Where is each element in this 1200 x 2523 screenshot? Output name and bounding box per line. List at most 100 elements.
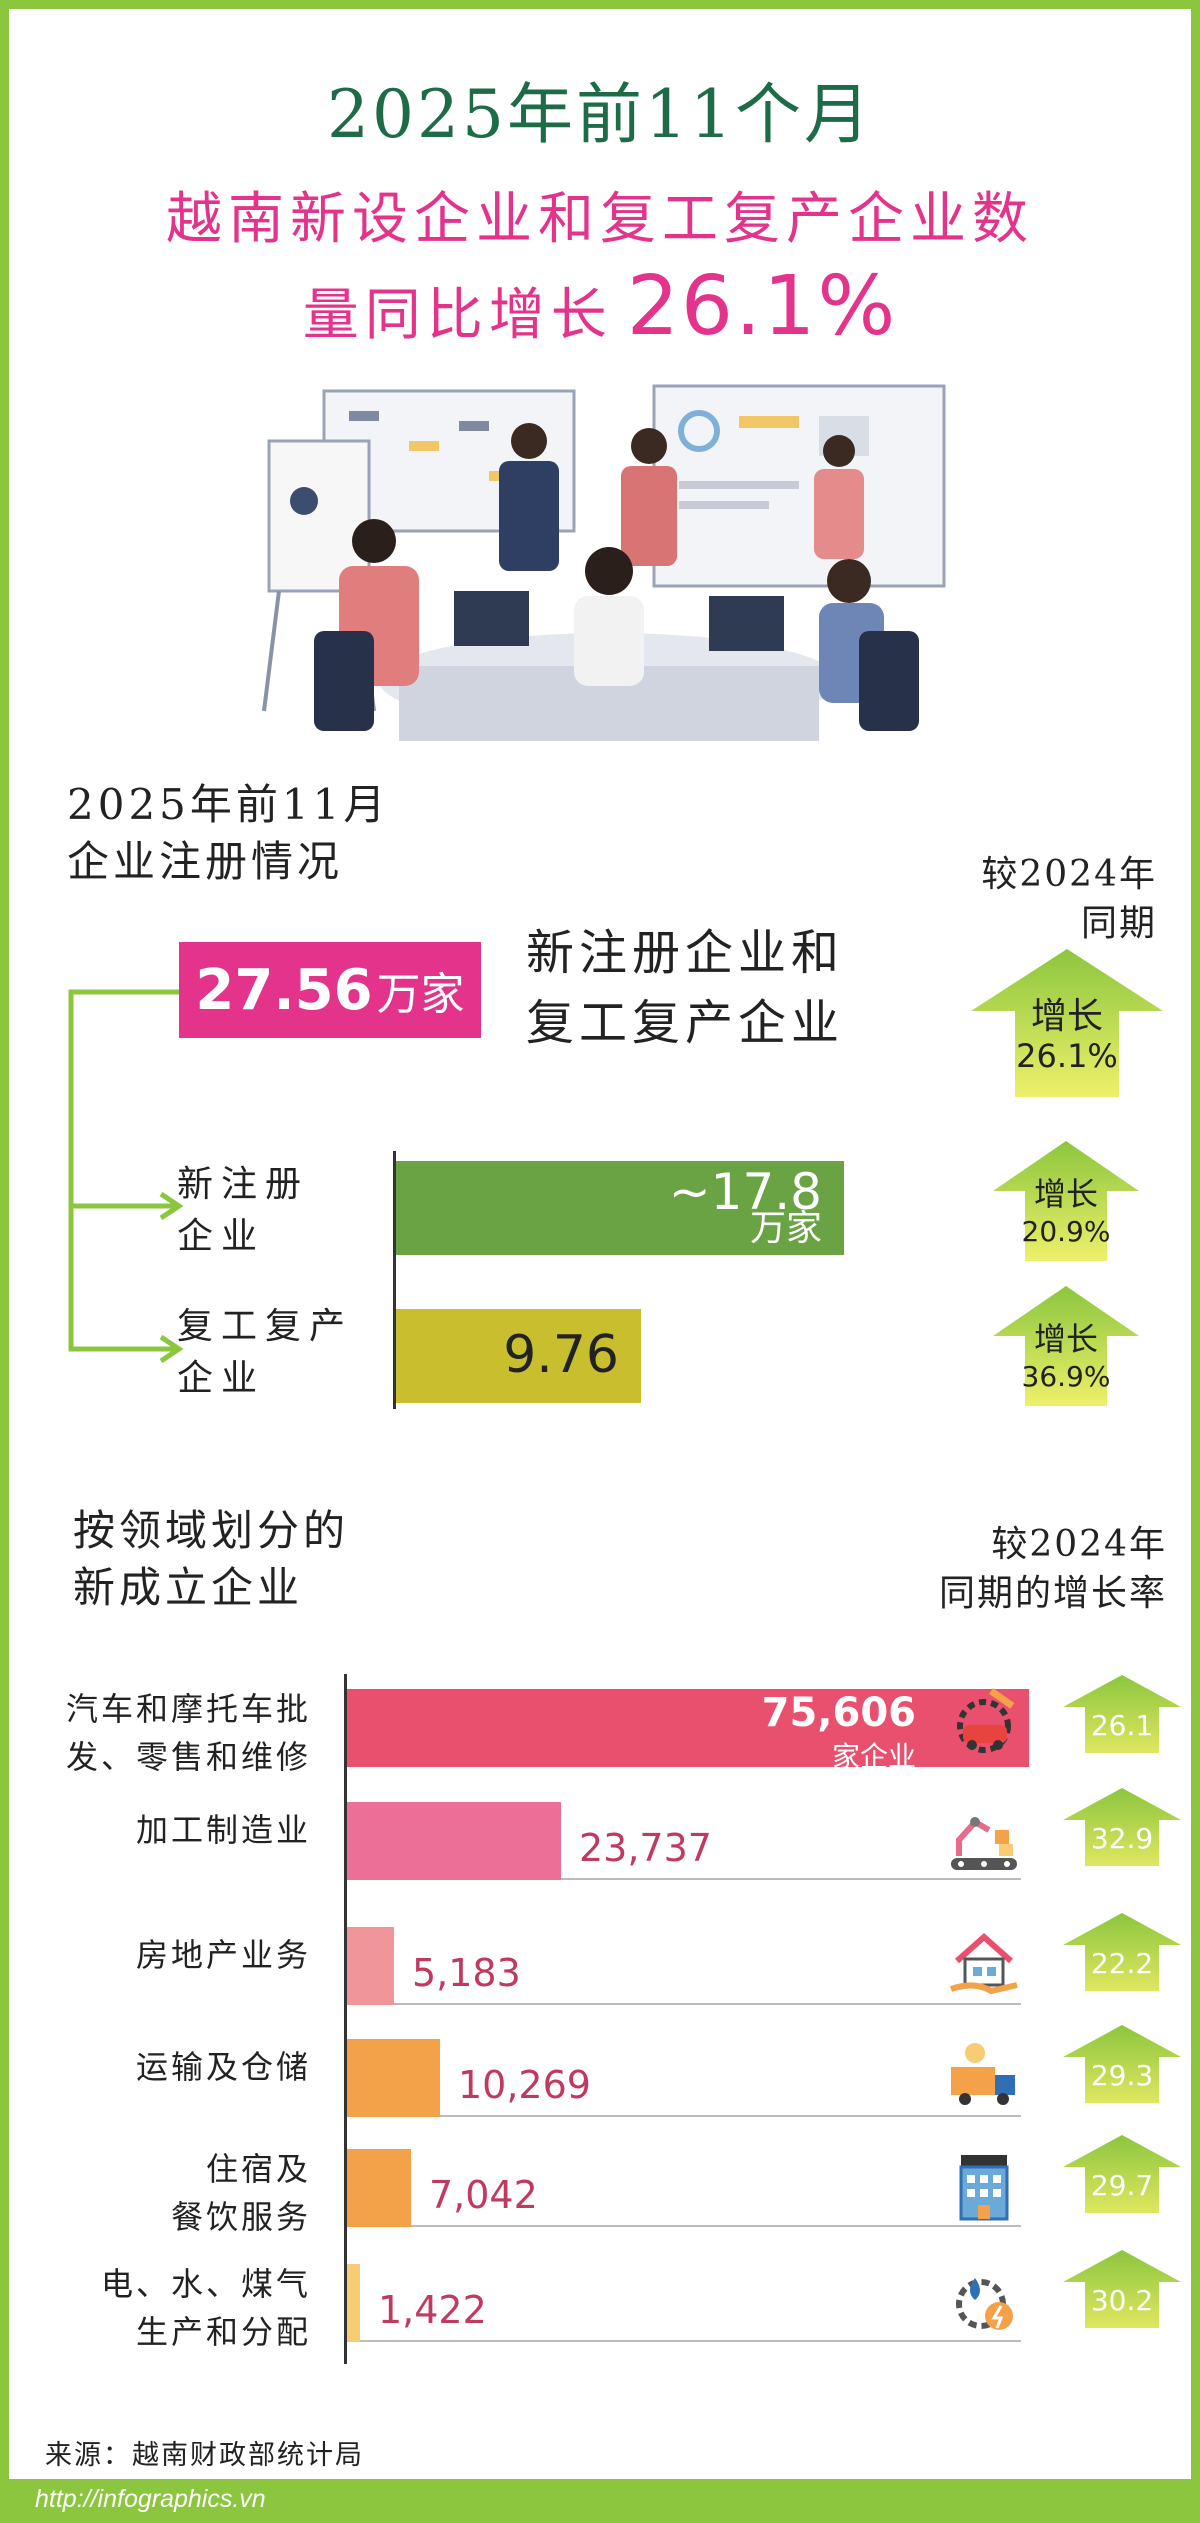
resumed-label-line1: 复工复产 [177,1306,354,1347]
sector-axis [344,1674,347,2364]
energy-gear-icon [945,2262,1023,2340]
footer-bar: http://infographics.vn [9,2479,1191,2523]
sector-bar [347,1927,394,2005]
registration-axis [393,1151,396,1409]
sector-label-line1: 住宿及 [205,2150,311,2188]
sector-baseline [347,2340,1021,2342]
total-growth-word: 增长 [1030,996,1103,1037]
sector-label: 电、水、煤气生产和分配 [101,2260,311,2356]
sector-growth-value: 32.9 [1090,1822,1154,1855]
sector-label-line1: 电、水、煤气 [100,2265,311,2303]
up-arrow-icon [1063,1675,1181,1753]
up-arrow-icon [971,949,1163,1097]
sector-compare-header: 较2024年 同期的增长率 [939,1521,1167,1618]
footer-url[interactable]: http://infographics.vn [35,2485,266,2513]
sector-baseline [347,1878,1021,1880]
sector-bar [347,2039,440,2117]
sector-bar [347,2149,411,2227]
sector-growth-arrow: 29.7 [1061,2133,1183,2215]
sector-bar [347,1802,561,1880]
registration-compare-line1: 较2024年 [981,854,1157,895]
sector-growth-arrow: 32.9 [1061,1786,1183,1868]
sector-value: 5,183 [412,1951,529,1995]
sector-growth-value: 22.2 [1090,1947,1154,1980]
resumed-value: 9.76 [503,1325,619,1385]
sector-label-line2: 生产和分配 [135,2313,311,2351]
new-reg-value: ~17.8 [668,1163,822,1221]
total-growth-arrow: 增长 26.1% [969,947,1165,1099]
resumed-growth-value: 36.9% [1021,1360,1111,1393]
headline-growth-text: 量同比增长 [302,283,613,348]
up-arrow-icon [1063,2250,1181,2328]
business-meeting-illustration [262,384,946,741]
sector-title-line1: 按领域划分的 [73,1506,350,1555]
sector-label-line1: 加工制造业 [135,1811,311,1849]
total-label-line1: 新注册企业和 [526,925,845,981]
sector-value: 7,042 [429,2173,546,2217]
sector-label: 加工制造业 [136,1806,311,1854]
resumed-label-line2: 企业 [177,1358,266,1400]
sector-growth-value: 29.7 [1090,2169,1154,2202]
resumed-label: 复工复产 企业 [177,1301,353,1405]
total-label-line2: 复工复产企业 [526,994,845,1051]
resumed-growth-arrow: 增长 36.9% [991,1284,1141,1408]
sector-label-line1: 房地产业务 [135,1936,311,1974]
up-arrow-icon [1063,1788,1181,1866]
bracket-connector [68,989,184,1364]
sector-growth-arrow: 22.2 [1061,1911,1183,1993]
sector-value: 1,422 [378,2288,495,2332]
sector-bar [347,1689,1029,1767]
sector-label-line1: 运输及仓储 [135,2048,311,2086]
total-value: 27.56 [195,957,373,1023]
sector-baseline [347,2003,1021,2005]
sector-label: 运输及仓储 [136,2043,311,2091]
new-reg-label-line1: 新注册 [177,1164,310,1205]
up-arrow-icon [993,1286,1139,1406]
sector-label-line1: 汽车和摩托车批 [65,1690,311,1728]
sector-label: 房地产业务 [136,1931,311,1979]
new-reg-unit: 万家 [749,1208,822,1249]
sector-growth-value: 26.1 [1090,1709,1154,1742]
sector-growth-arrow: 26.1 [1061,1673,1183,1755]
new-reg-growth-value: 20.9% [1021,1215,1111,1248]
registration-compare-line2: 同期 [1080,902,1157,944]
sector-compare-line2: 同期的增长率 [938,1572,1167,1614]
new-reg-growth-word: 增长 [1033,1175,1098,1213]
sector-label-line2: 餐饮服务 [170,2198,311,2236]
sector-title-line2: 新成立企业 [73,1562,304,1612]
new-reg-growth-arrow: 增长 20.9% [991,1139,1141,1263]
sector-label-line2: 发、零售和维修 [65,1738,311,1776]
source-note: 来源：越南财政部统计局 [45,2440,364,2471]
sector-baseline [347,2115,1021,2117]
hotel-icon [945,2147,1023,2225]
sector-label: 汽车和摩托车批 发、零售和维修 [66,1685,311,1781]
sector-growth-value: 30.2 [1090,2284,1154,2317]
sector-growth-value: 29.3 [1090,2059,1154,2092]
registration-title-line2: 企业注册情况 [67,836,344,886]
factory-robot-icon [945,1800,1023,1878]
sector-baseline [347,2225,1021,2227]
headline-period: 2025年前11个月 [327,76,873,153]
sector-section-title: 按领域划分的 新成立企业 [73,1503,349,1616]
headline-subject: 越南新设企业和复工复产企业数 [166,187,1034,252]
up-arrow-icon [993,1141,1139,1261]
up-arrow-icon [1063,1913,1181,1991]
total-unit: 万家 [376,969,465,1020]
registration-title-line1: 2025年前11月 [67,780,390,829]
new-reg-label: 新注册 企业 [177,1159,309,1263]
sector-growth-arrow: 29.3 [1061,2023,1183,2105]
up-arrow-icon [1063,2135,1181,2213]
new-reg-bar: ~17.8 万家 [396,1161,844,1255]
sector-value-unit: 家企业 [831,1740,916,1773]
registration-section-title: 2025年前11月 企业注册情况 [67,777,389,890]
total-growth-value: 26.1% [1016,1037,1118,1075]
new-reg-label-line2: 企业 [177,1216,266,1258]
sector-value: 10,269 [458,2063,599,2107]
sector-value-number: 75,606 [761,1690,916,1736]
registration-compare-header: 较2024年 同期 [981,851,1157,948]
sector-growth-arrow: 30.2 [1061,2248,1183,2330]
sector-compare-line1: 较2024年 [991,1524,1167,1565]
sector-bar [347,2264,360,2342]
car-repair-icon [945,1687,1023,1765]
